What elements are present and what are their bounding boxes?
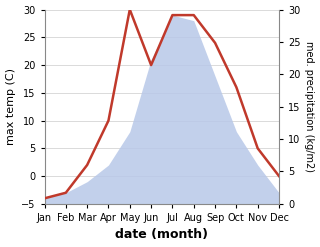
Y-axis label: max temp (C): max temp (C) [5,68,16,145]
X-axis label: date (month): date (month) [115,228,208,242]
Y-axis label: med. precipitation (kg/m2): med. precipitation (kg/m2) [304,41,315,172]
